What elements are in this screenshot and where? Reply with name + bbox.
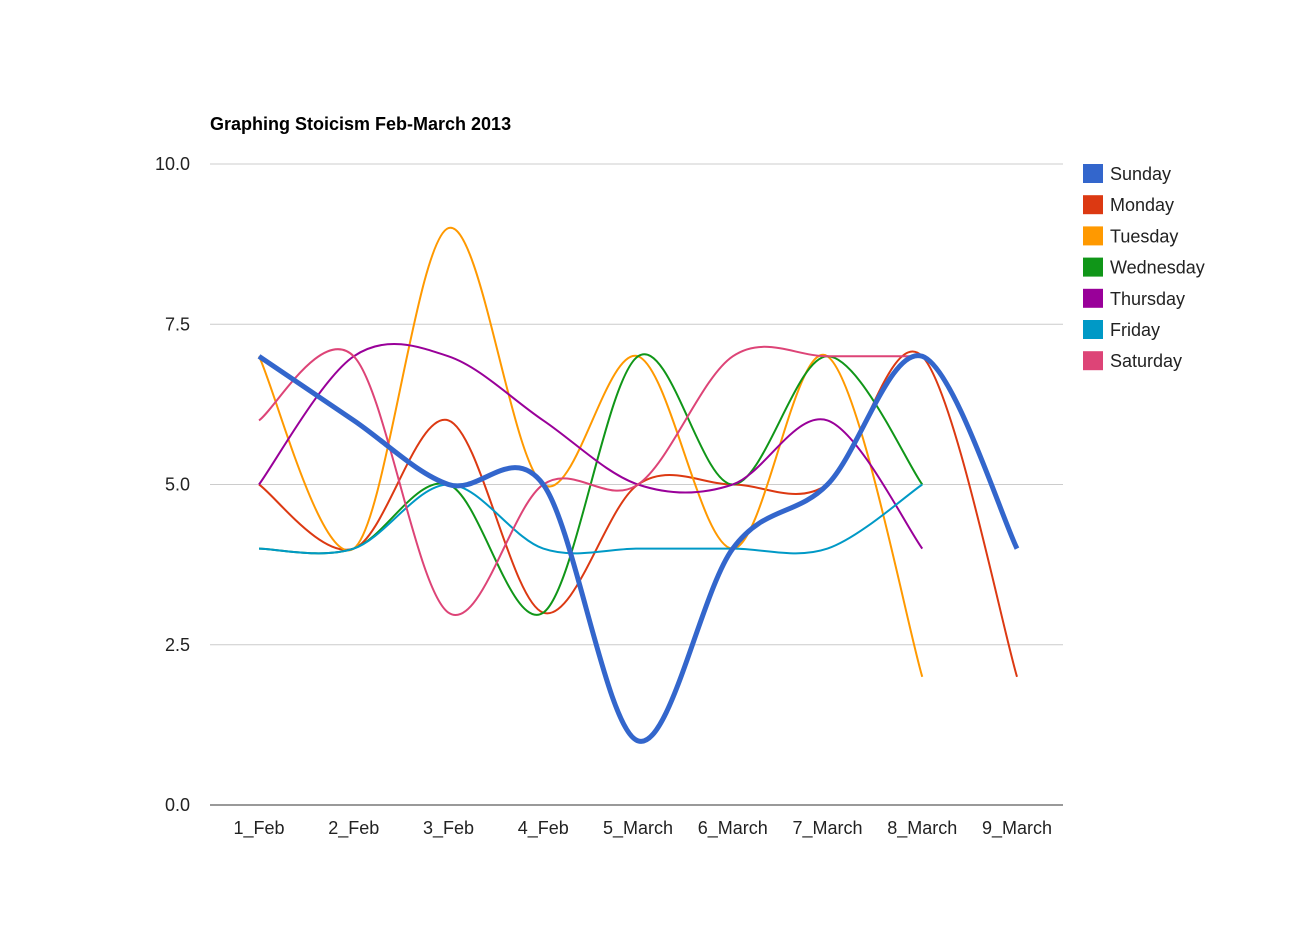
legend-label: Sunday bbox=[1110, 164, 1171, 184]
series-line-thursday bbox=[258, 343, 924, 550]
legend-label: Thursday bbox=[1110, 289, 1185, 309]
legend-label: Friday bbox=[1110, 320, 1160, 340]
y-tick-label: 7.5 bbox=[165, 314, 190, 334]
y-tick-label: 5.0 bbox=[165, 475, 190, 495]
x-tick-label: 8_March bbox=[887, 818, 957, 839]
y-axis-ticks: 0.0 2.5 5.0 7.5 10.0 bbox=[155, 154, 190, 815]
legend-label: Monday bbox=[1110, 195, 1174, 215]
series-line-sunday bbox=[257, 353, 1020, 744]
x-tick-label: 3_Feb bbox=[423, 818, 474, 839]
y-tick-label: 0.0 bbox=[165, 795, 190, 815]
x-tick-label: 9_March bbox=[982, 818, 1052, 839]
x-tick-label: 2_Feb bbox=[328, 818, 379, 839]
legend-swatch-saturday bbox=[1083, 351, 1103, 371]
series-lines bbox=[257, 227, 1020, 744]
x-axis-ticks: 1_Feb 2_Feb 3_Feb 4_Feb 5_March 6_March 7_Marc… bbox=[233, 818, 1052, 839]
series-line-friday bbox=[258, 483, 923, 555]
series-line-saturday bbox=[258, 345, 923, 617]
legend-label: Wednesday bbox=[1110, 258, 1205, 278]
legend-label: Saturday bbox=[1110, 351, 1182, 371]
legend-swatch-monday bbox=[1083, 195, 1103, 215]
series-line-wednesday bbox=[258, 353, 924, 616]
legend-swatch-tuesday bbox=[1083, 226, 1103, 246]
legend-swatch-thursday bbox=[1083, 288, 1103, 308]
series-line-tuesday bbox=[258, 227, 924, 678]
x-tick-label: 5_March bbox=[603, 818, 673, 839]
y-tick-label: 10.0 bbox=[155, 154, 190, 174]
legend-swatch-friday bbox=[1083, 320, 1103, 339]
legend: Sunday Monday Tuesday Wednesday Thursday Frid… bbox=[1083, 164, 1205, 371]
legend-swatch-wednesday bbox=[1083, 257, 1103, 277]
x-tick-label: 1_Feb bbox=[233, 818, 284, 839]
y-tick-label: 2.5 bbox=[165, 635, 190, 655]
x-tick-label: 6_March bbox=[698, 818, 768, 839]
chart-title: Graphing Stoicism Feb-March 2013 bbox=[210, 114, 511, 134]
x-tick-label: 7_March bbox=[792, 818, 862, 839]
series-line-monday bbox=[258, 350, 1018, 678]
x-tick-label: 4_Feb bbox=[518, 818, 569, 839]
legend-swatch-sunday bbox=[1083, 164, 1103, 183]
legend-label: Tuesday bbox=[1110, 226, 1178, 246]
